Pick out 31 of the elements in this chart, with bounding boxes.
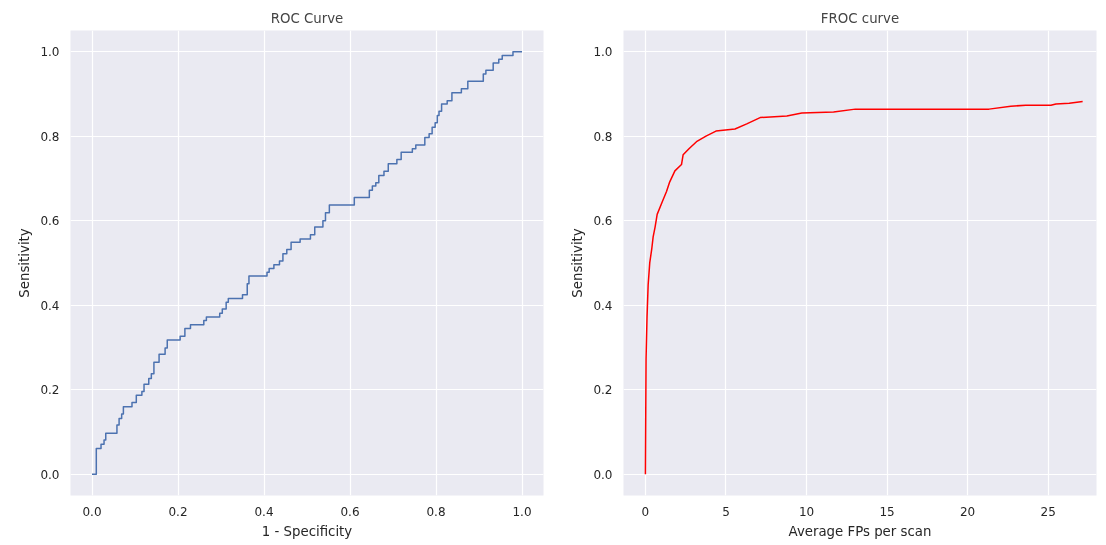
y-axis-title: Sensitivity [570,228,586,298]
y-tick-label: 1.0 [40,45,60,60]
x-axis-title: 1 - Specificity [261,523,353,539]
y-tick-label: 0.4 [593,298,613,313]
y-tick-label: 0.8 [40,129,60,144]
chart-title: ROC Curve [270,10,344,26]
x-tick-label: 0.4 [254,504,274,519]
y-tick-label: 0.6 [593,214,613,229]
y-tick-label: 0.0 [593,467,613,482]
x-tick-label: 15 [879,504,895,519]
x-tick-label: 0.0 [82,504,102,519]
x-axis-title: Average FPs per scan [788,523,932,539]
x-tick-label: 0.6 [340,504,360,519]
x-tick-label: 25 [1040,504,1056,519]
x-tick-label: 0.8 [426,504,446,519]
x-tick-label: 20 [959,504,976,519]
y-tick-label: 0.6 [40,214,60,229]
y-tick-label: 0.8 [593,129,613,144]
x-tick-label: 0 [641,504,650,519]
line-series [644,100,1084,476]
y-axis-title: Sensitivity [17,228,33,298]
y-tick-label: 0.4 [40,298,60,313]
x-tick-label: 1.0 [512,504,532,519]
y-tick-label: 0.0 [40,467,60,482]
y-tick-label: 0.2 [593,383,613,398]
y-tick-label: 0.2 [40,383,60,398]
x-tick-label: 10 [798,504,815,519]
y-tick-label: 1.0 [593,45,613,60]
x-tick-label: 0.2 [168,504,188,519]
x-tick-label: 5 [722,504,730,519]
chart-title: FROC curve [820,10,900,26]
